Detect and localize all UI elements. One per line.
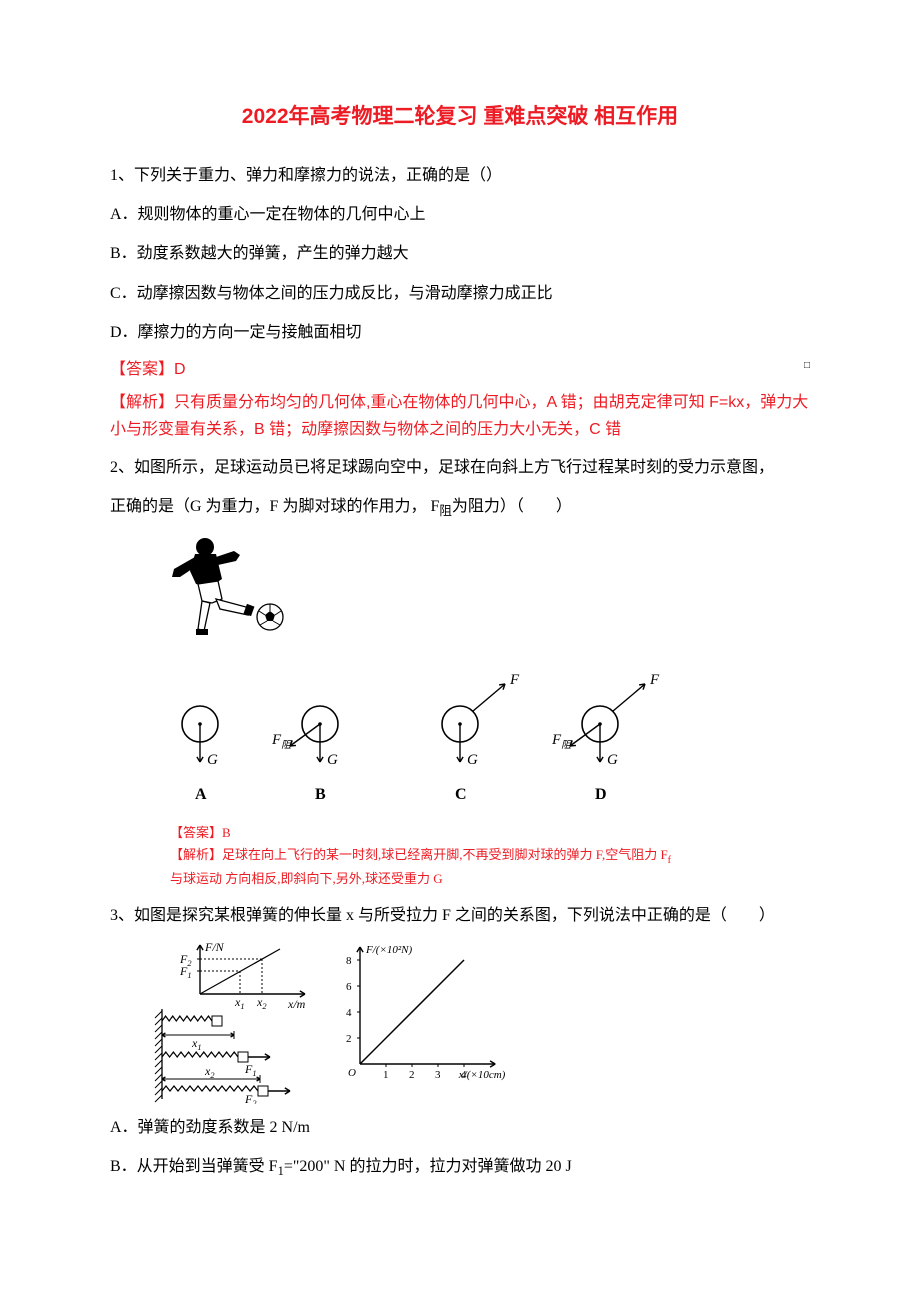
- svg-text:F: F: [649, 674, 660, 688]
- q1-option-d: D．摩擦力的方向一定与接触面相切: [110, 315, 810, 350]
- q2-stem-tail: 为阻力）（ ）: [452, 498, 572, 515]
- player-figure: [150, 529, 810, 654]
- force-extension-chart: 24681234Ox/(×10cm)F/(×10²N): [332, 939, 522, 1089]
- svg-text:2: 2: [409, 1069, 415, 1081]
- svg-text:F/(×10²N): F/(×10²N): [365, 944, 412, 956]
- svg-text:F: F: [509, 674, 520, 688]
- q1-option-b: B．劲度系数越大的弹簧，产生的弹力越大: [110, 236, 810, 271]
- note-marker: □: [804, 360, 810, 371]
- svg-text:G: G: [467, 752, 478, 768]
- q2-stem-text: 正确的是（G 为重力，F 为脚对球的作用力， F: [110, 498, 439, 515]
- spring-diagram: F/Nx/mF2F1x1x2x1F1x2F2: [150, 939, 320, 1104]
- force-diagram-options: G A G F阻 B G F C G F F阻 D: [150, 674, 670, 814]
- svg-text:4: 4: [346, 1007, 352, 1019]
- svg-text:x/(×10cm): x/(×10cm): [458, 1069, 506, 1081]
- q1-answer: 【答案】D: [110, 356, 810, 383]
- soccer-player-icon: [150, 529, 310, 649]
- svg-text:8: 8: [346, 955, 352, 967]
- svg-text:F阻: F阻: [271, 732, 292, 751]
- q3-option-a: A．弹簧的劲度系数是 2 N/m: [110, 1110, 810, 1145]
- page-title: 2022年高考物理二轮复习 重难点突破 相互作用: [110, 100, 810, 130]
- svg-text:G: G: [207, 752, 218, 768]
- svg-text:F/N: F/N: [204, 940, 225, 954]
- svg-text:C: C: [455, 786, 467, 803]
- q3-figure-row: F/Nx/mF2F1x1x2x1F1x2F2 24681234Ox/(×10cm…: [150, 939, 810, 1104]
- options-figure: G A G F阻 B G F C G F F阻 D: [150, 674, 810, 819]
- q1-stem: 1、下列关于重力、弹力和摩擦力的说法，正确的是（）: [110, 158, 810, 193]
- q3-b-post: ="200" N 的拉力时，拉力对弹簧做功 20 J: [284, 1158, 572, 1175]
- svg-text:x1: x1: [191, 1036, 202, 1052]
- q2-stem-line1: 2、如图所示，足球运动员已将足球踢向空中，足球在向斜上方飞行过程某时刻的受力示意…: [110, 450, 810, 485]
- q3-stem: 3、如图是探究某根弹簧的伸长量 x 与所受拉力 F 之间的关系图，下列说法中正确…: [110, 898, 810, 933]
- q2-stem-line2: 正确的是（G 为重力，F 为脚对球的作用力， F阻为阻力）（ ）: [110, 489, 810, 526]
- svg-text:G: G: [607, 752, 618, 768]
- svg-text:x2: x2: [256, 995, 267, 1011]
- q3-option-b: B．从开始到当弹簧受 F1="200" N 的拉力时，拉力对弹簧做功 20 J: [110, 1149, 810, 1186]
- svg-text:G: G: [327, 752, 338, 768]
- svg-text:B: B: [315, 786, 326, 803]
- svg-text:D: D: [595, 786, 607, 803]
- q1-explanation: 【解析】只有质量分布均匀的几何体,重心在物体的几何中心，A 错；由胡克定律可知 …: [110, 389, 810, 443]
- svg-text:x2: x2: [204, 1064, 215, 1080]
- svg-text:F1: F1: [244, 1062, 257, 1078]
- q2-explanation-l2: 与球运动 方向相反,即斜向下,另外,球还受重力 G: [170, 869, 810, 889]
- svg-text:3: 3: [435, 1069, 441, 1081]
- q3-b-pre: B．从开始到当弹簧受 F: [110, 1158, 278, 1175]
- q1-option-a: A．规则物体的重心一定在物体的几何中心上: [110, 197, 810, 232]
- svg-text:2: 2: [346, 1033, 352, 1045]
- q2-expl-sub: f: [668, 856, 671, 867]
- svg-text:x1: x1: [234, 995, 245, 1011]
- svg-text:A: A: [195, 786, 207, 803]
- q2-answer: 【答案】B: [170, 823, 810, 843]
- svg-text:O: O: [348, 1067, 356, 1079]
- q2-answer-block: 【答案】B 【解析】足球在向上飞行的某一时刻,球已经离开脚,不再受到脚对球的弹力…: [170, 823, 810, 889]
- svg-text:F阻: F阻: [551, 732, 572, 751]
- svg-text:F2: F2: [244, 1092, 257, 1104]
- q2-explanation-l1: 【解析】足球在向上飞行的某一时刻,球已经离开脚,不再受到脚对球的弹力 F,空气阻…: [170, 847, 668, 862]
- svg-text:6: 6: [346, 981, 352, 993]
- q2-stem-sub: 阻: [439, 504, 451, 518]
- svg-text:x/m: x/m: [287, 997, 306, 1011]
- q1-option-c: C．动摩擦因数与物体之间的压力成反比，与滑动摩擦力成正比: [110, 276, 810, 311]
- svg-text:1: 1: [383, 1069, 389, 1081]
